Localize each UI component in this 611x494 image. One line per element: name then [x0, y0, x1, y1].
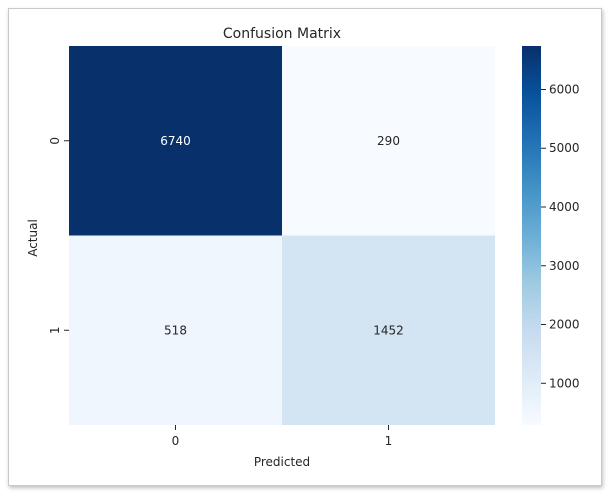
- colorbar-tick-label: 3000: [549, 259, 580, 273]
- colorbar: [522, 46, 541, 425]
- colorbar-ticks: 1000 2000 3000 4000 5000 6000: [541, 82, 580, 390]
- y-tick-label: 1: [48, 326, 62, 334]
- heatmap-cell-label: 1452: [373, 323, 404, 337]
- heatmap-cell: [282, 46, 495, 236]
- y-axis-label: Actual: [26, 219, 40, 257]
- colorbar-tick-label: 5000: [549, 141, 580, 155]
- x-tick-label: 0: [172, 434, 180, 448]
- x-axis-label: Predicted: [254, 455, 310, 469]
- heatmap-cell: [69, 46, 282, 236]
- heatmap-cells: [69, 46, 495, 425]
- chart-title: Confusion Matrix: [223, 26, 341, 42]
- heatmap-cell-labels: 6740 290 518 1452: [160, 134, 404, 338]
- x-tick-label: 1: [385, 434, 393, 448]
- heatmap-cell-label: 290: [377, 134, 400, 148]
- colorbar-tick-label: 1000: [549, 376, 580, 390]
- heatmap-cell-label: 6740: [160, 134, 191, 148]
- heatmap-cell-label: 518: [164, 323, 187, 337]
- colorbar-tick-label: 6000: [549, 82, 580, 96]
- y-tick-label: 0: [48, 137, 62, 145]
- y-axis-ticks: 01: [48, 137, 69, 334]
- heatmap-cell: [69, 235, 282, 425]
- colorbar-tick-label: 2000: [549, 318, 580, 332]
- colorbar-tick-label: 4000: [549, 200, 580, 214]
- heatmap-cell: [282, 235, 495, 425]
